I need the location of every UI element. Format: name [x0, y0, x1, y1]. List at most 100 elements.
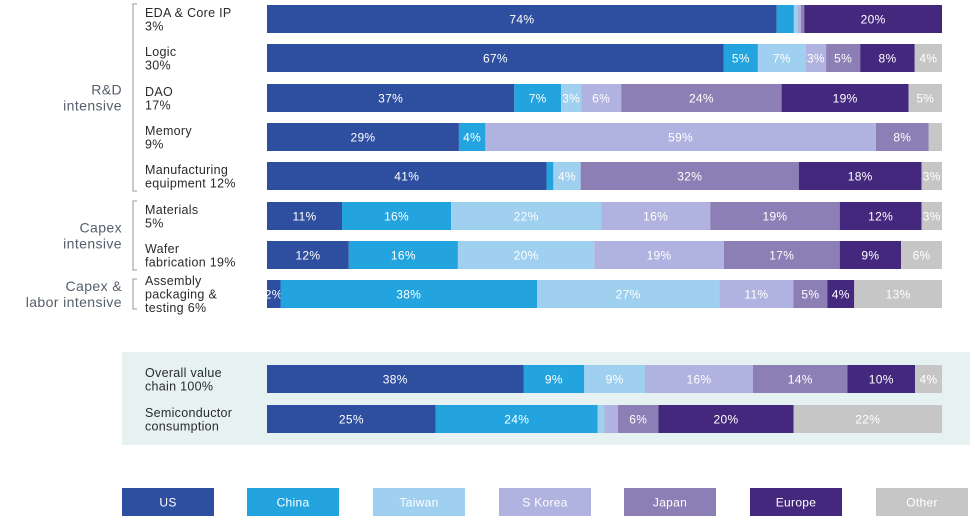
- bar-segment-materials-s-korea: [601, 202, 711, 230]
- data-label-overall-value-s-korea: 16%: [687, 373, 712, 387]
- category-label-logic: Logic 30%: [145, 45, 176, 73]
- bar-segment-materials-us: [267, 202, 342, 230]
- data-label-semiconductor-other: 22%: [855, 413, 880, 427]
- data-label-manufacturing-us: 41%: [394, 170, 419, 184]
- bar-segment-dao-china: [514, 84, 562, 112]
- data-label-dao-s-korea: 6%: [592, 92, 610, 106]
- data-label-logic-other: 4%: [919, 52, 937, 66]
- group-bracket-capex-intensive: [132, 200, 137, 271]
- bar-segment-eda-core-ip-taiwan: [793, 5, 798, 33]
- data-label-dao-japan: 24%: [689, 92, 714, 106]
- data-label-overall-value-us: 38%: [383, 373, 408, 387]
- legend-swatch-china: [247, 488, 339, 516]
- data-label-assembly-china: 38%: [396, 288, 421, 302]
- group-bracket-capex-labor-intensive: [132, 278, 137, 310]
- category-label-semiconductor: Semiconductor consumption: [145, 406, 232, 434]
- group-label-line: Capex: [80, 220, 122, 236]
- category-label-line: 5%: [145, 216, 164, 230]
- data-label-logic-europe: 8%: [878, 52, 896, 66]
- category-label-line: 17%: [145, 98, 171, 112]
- category-label-line: chain 100%: [145, 379, 213, 393]
- data-label-assembly-japan: 5%: [801, 288, 819, 302]
- bar-segment-dao-europe: [781, 84, 909, 112]
- bar-segment-semiconductor-taiwan: [597, 405, 605, 433]
- bar-row-dao: 37% 7% 3% 6% 24% 19% 5%: [267, 84, 942, 112]
- legend-item-taiwan: Taiwan: [373, 488, 465, 516]
- group-brackets: [132, 3, 137, 310]
- data-label-dao-other: 5%: [916, 92, 934, 106]
- category-label-dao: DAO 17%: [145, 85, 173, 113]
- bar-row-overall-value: 38% 9% 9% 16% 14% 10% 4%: [267, 365, 942, 393]
- data-label-dao-taiwan: 3%: [562, 92, 580, 106]
- category-label-assembly: Assembly packaging & testing 6%: [145, 274, 217, 315]
- bar-segment-memory-other: [928, 123, 942, 151]
- bar-segment-eda-core-ip-europe: [804, 5, 942, 33]
- category-label-wafer: Wafer fabrication 19%: [145, 242, 236, 270]
- data-label-wafer-s-korea: 19%: [647, 249, 672, 263]
- data-label-materials-japan: 19%: [762, 210, 787, 224]
- legend-label-other: Other: [906, 496, 938, 510]
- bar-segment-assembly-us: [267, 280, 281, 308]
- category-label-eda-core-ip: EDA & Core IP 3%: [145, 6, 232, 34]
- data-label-logic-s-korea: 3%: [807, 52, 825, 66]
- category-label-line: equipment 12%: [145, 176, 236, 190]
- bar-segment-materials-china: [342, 202, 452, 230]
- bar-segment-memory-china: [458, 123, 486, 151]
- legend: US China Taiwan S Korea Japan Europe Other: [122, 488, 968, 516]
- group-label-line: Capex &: [66, 278, 123, 294]
- bar-segment-manufacturing-china: [546, 162, 554, 190]
- bar-segment-manufacturing-us: [267, 162, 547, 190]
- bar-row-memory: 29% 4% 59% 8%: [267, 123, 942, 151]
- bar-row-manufacturing: 41% 4% 32% 18% 3%: [267, 162, 942, 190]
- category-label-line: DAO: [145, 85, 173, 99]
- category-label-line: 30%: [145, 58, 171, 72]
- bar-segment-wafer-europe: [839, 241, 902, 269]
- legend-swatch-us: [122, 488, 214, 516]
- bar-segment-overall-value-japan: [753, 365, 848, 393]
- legend-label-s-korea: S Korea: [522, 496, 567, 510]
- category-label-line: Logic: [145, 45, 176, 59]
- data-label-assembly-s-korea: 11%: [744, 288, 768, 302]
- bar-segment-assembly-china: [280, 280, 537, 308]
- bar-segment-memory-japan: [875, 123, 929, 151]
- bar-segment-dao-taiwan: [561, 84, 582, 112]
- bar-segment-dao-other: [908, 84, 942, 112]
- data-label-eda-core-ip-us: 74%: [509, 13, 534, 27]
- bar-segment-overall-value-china: [523, 365, 585, 393]
- data-label-logic-japan: 5%: [834, 52, 852, 66]
- bar-segment-dao-japan: [621, 84, 782, 112]
- legend-swatch-japan: [624, 488, 716, 516]
- data-label-wafer-taiwan: 20%: [514, 249, 539, 263]
- category-label-line: Semiconductor: [145, 406, 232, 420]
- legend-item-us: US: [122, 488, 214, 516]
- category-label-overall-value: Overall value chain 100%: [145, 366, 222, 394]
- data-label-materials-taiwan: 22%: [514, 210, 539, 224]
- data-label-materials-us: 11%: [292, 210, 316, 224]
- data-label-dao-europe: 19%: [833, 92, 858, 106]
- bar-segment-logic-japan: [826, 44, 861, 72]
- data-label-memory-japan: 8%: [893, 131, 911, 145]
- bar-segment-logic-china: [723, 44, 758, 72]
- data-label-semiconductor-china: 24%: [504, 413, 529, 427]
- bar-row-assembly: 2% 38% 27% 11% 5% 4% 13%: [265, 280, 942, 308]
- bar-segment-dao-us: [267, 84, 515, 112]
- data-label-materials-s-korea: 16%: [643, 210, 668, 224]
- data-label-manufacturing-taiwan: 4%: [558, 170, 576, 184]
- bar-segment-semiconductor-europe: [658, 405, 794, 433]
- bars: 74% 20% 67% 5% 7% 3% 5% 8% 4% 37% 7% 3% 6% 24% 19% 5% 29…: [265, 5, 942, 433]
- group-label-capex-labor-intensive: Capex & labor intensive: [26, 278, 123, 310]
- bar-segment-logic-taiwan: [757, 44, 806, 72]
- bar-segment-logic-s-korea: [805, 44, 827, 72]
- data-label-eda-core-ip-europe: 20%: [861, 13, 886, 27]
- bar-segment-materials-japan: [710, 202, 840, 230]
- bar-segment-logic-us: [267, 44, 724, 72]
- category-label-materials: Materials 5%: [145, 203, 198, 231]
- bar-segment-eda-core-ip-s-korea: [797, 5, 801, 33]
- data-label-memory-china: 4%: [463, 131, 481, 145]
- data-label-wafer-other: 6%: [913, 249, 931, 263]
- group-label-line: labor intensive: [26, 294, 122, 310]
- legend-swatch-other: [876, 488, 968, 516]
- category-label-line: Manufacturing: [145, 163, 228, 177]
- data-label-manufacturing-japan: 32%: [677, 170, 702, 184]
